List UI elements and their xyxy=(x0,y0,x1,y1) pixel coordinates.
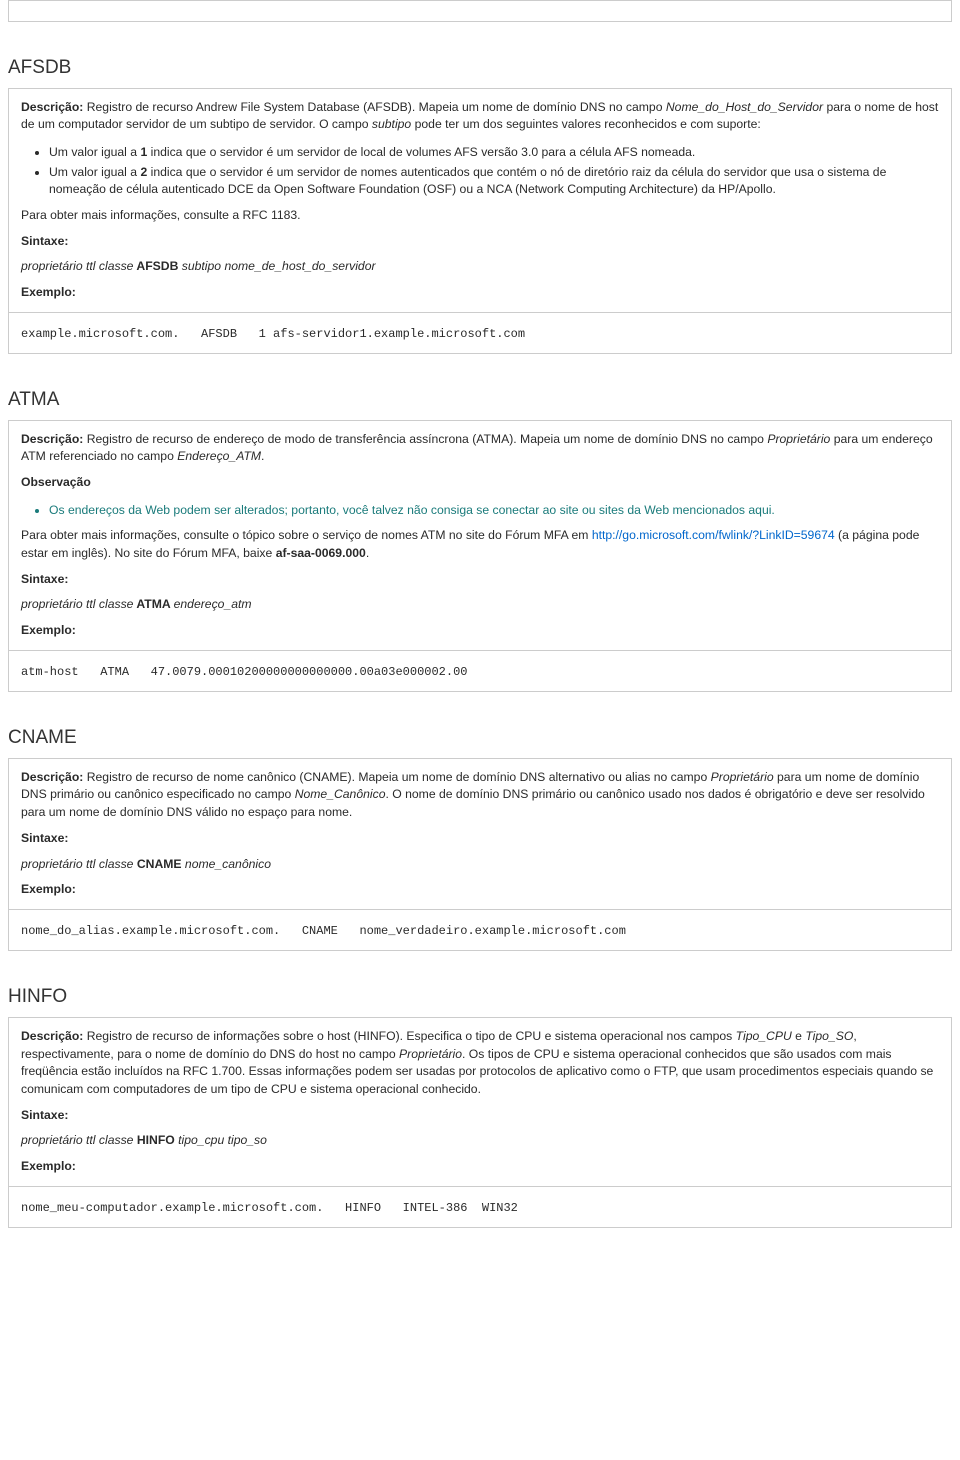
atma-note-list: Os endereços da Web podem ser alterados;… xyxy=(21,502,939,520)
afsdb-list: Um valor igual a 1 indica que o servidor… xyxy=(21,144,939,199)
label-exemplo: Exemplo: xyxy=(21,1159,76,1173)
afsdb-example-code: example.microsoft.com. AFSDB 1 afs-servi… xyxy=(21,326,939,343)
cname-syntax: proprietário ttl classe CNAME nome_canôn… xyxy=(21,856,939,874)
cname-example-code: nome_do_alias.example.microsoft.com. CNA… xyxy=(21,923,939,940)
cname-description: Descrição: Registro de recurso de nome c… xyxy=(21,769,939,822)
top-border-fragment xyxy=(8,0,952,22)
label-sintaxe: Sintaxe: xyxy=(21,831,68,845)
label-sintaxe: Sintaxe: xyxy=(21,572,68,586)
atma-example-box: atm-host ATMA 47.0079.000102000000000000… xyxy=(8,650,952,692)
label-sintaxe: Sintaxe: xyxy=(21,1108,68,1122)
atma-link[interactable]: http://go.microsoft.com/fwlink/?LinkID=5… xyxy=(592,528,835,542)
hinfo-heading: HINFO xyxy=(8,983,952,1011)
afsdb-after-list: Para obter mais informações, consulte a … xyxy=(21,207,939,225)
cname-description-box: Descrição: Registro de recurso de nome c… xyxy=(8,758,952,910)
afsdb-syntax: proprietário ttl classe AFSDB subtipo no… xyxy=(21,258,939,276)
atma-heading: ATMA xyxy=(8,386,952,414)
note-item: Os endereços da Web podem ser alterados;… xyxy=(49,502,939,520)
hinfo-example-code: nome_meu-computador.example.microsoft.co… xyxy=(21,1200,939,1217)
hinfo-example-box: nome_meu-computador.example.microsoft.co… xyxy=(8,1186,952,1228)
hinfo-description-box: Descrição: Registro de recurso de inform… xyxy=(8,1017,952,1187)
afsdb-example-box: example.microsoft.com. AFSDB 1 afs-servi… xyxy=(8,312,952,354)
list-item: Um valor igual a 1 indica que o servidor… xyxy=(49,144,939,162)
label-descricao: Descrição: xyxy=(21,1029,83,1043)
afsdb-heading: AFSDB xyxy=(8,54,952,82)
atma-description: Descrição: Registro de recurso de endere… xyxy=(21,431,939,466)
afsdb-description: Descrição: Registro de recurso Andrew Fi… xyxy=(21,99,939,134)
cname-heading: CNAME xyxy=(8,724,952,752)
afsdb-description-box: Descrição: Registro de recurso Andrew Fi… xyxy=(8,88,952,313)
atma-moreinfo: Para obter mais informações, consulte o … xyxy=(21,527,939,562)
label-descricao: Descrição: xyxy=(21,770,83,784)
label-sintaxe: Sintaxe: xyxy=(21,234,68,248)
label-observacao: Observação xyxy=(21,475,91,489)
label-descricao: Descrição: xyxy=(21,432,83,446)
cname-example-box: nome_do_alias.example.microsoft.com. CNA… xyxy=(8,909,952,951)
label-exemplo: Exemplo: xyxy=(21,285,76,299)
label-exemplo: Exemplo: xyxy=(21,623,76,637)
hinfo-description: Descrição: Registro de recurso de inform… xyxy=(21,1028,939,1099)
atma-description-box: Descrição: Registro de recurso de endere… xyxy=(8,420,952,651)
atma-syntax: proprietário ttl classe ATMA endereço_at… xyxy=(21,596,939,614)
list-item: Um valor igual a 2 indica que o servidor… xyxy=(49,164,939,199)
label-descricao: Descrição: xyxy=(21,100,83,114)
hinfo-syntax: proprietário ttl classe HINFO tipo_cpu t… xyxy=(21,1132,939,1150)
label-exemplo: Exemplo: xyxy=(21,882,76,896)
atma-example-code: atm-host ATMA 47.0079.000102000000000000… xyxy=(21,664,939,681)
